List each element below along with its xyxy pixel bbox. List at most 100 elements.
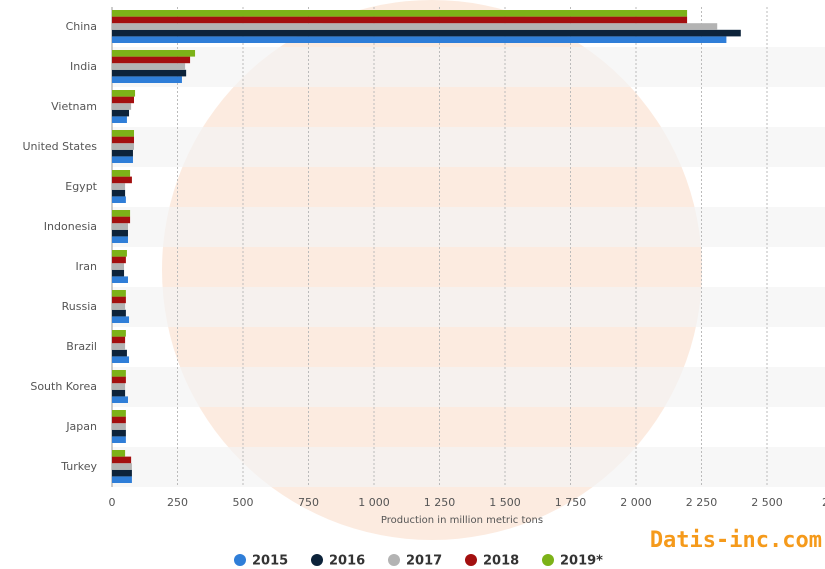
bar	[112, 103, 132, 110]
bar	[112, 263, 125, 270]
bar	[112, 309, 126, 317]
bar	[112, 456, 132, 464]
bar	[112, 236, 128, 243]
legend-marker	[465, 554, 477, 566]
bar	[112, 469, 132, 477]
bar	[112, 223, 128, 230]
x-tick-label: 2 500	[751, 496, 783, 509]
bar	[112, 450, 126, 457]
bar	[112, 176, 132, 184]
x-tick-label: 1 000	[358, 496, 390, 509]
bar	[112, 36, 727, 43]
x-tick-label: 0	[109, 496, 116, 509]
bar	[112, 50, 196, 57]
x-tick-label: 1 500	[489, 496, 521, 509]
bar	[112, 216, 131, 224]
bar	[112, 76, 182, 83]
bar	[112, 63, 186, 70]
bar	[112, 29, 741, 37]
row-band	[112, 47, 825, 87]
bar	[112, 256, 126, 264]
bar	[112, 389, 126, 397]
bar	[112, 376, 126, 384]
y-tick-label: Russia	[62, 300, 97, 313]
row-band	[112, 127, 825, 167]
x-tick-label: 250	[167, 496, 188, 509]
bar	[112, 23, 718, 30]
legend-label: 2019*	[560, 554, 603, 569]
bar	[112, 210, 131, 217]
bar	[112, 343, 126, 350]
bar	[112, 356, 130, 363]
bar	[112, 196, 126, 203]
bar	[112, 136, 135, 144]
y-tick-label: Indonesia	[44, 220, 97, 233]
y-tick-label: United States	[23, 140, 98, 153]
bar	[112, 349, 127, 357]
bar	[112, 250, 127, 257]
bar	[112, 116, 127, 123]
x-axis-label: Production in million metric tons	[381, 515, 543, 526]
legend-marker	[311, 554, 323, 566]
legend-label: 2015	[252, 554, 288, 569]
bar	[112, 416, 126, 424]
row-band	[112, 367, 825, 407]
legend-marker	[388, 554, 400, 566]
bar	[112, 229, 128, 237]
legend-marker	[234, 554, 246, 566]
legend-label: 2016	[329, 554, 365, 569]
legend-marker	[542, 554, 554, 566]
x-tick-label: 1 250	[424, 496, 456, 509]
bar	[112, 396, 128, 403]
y-tick-label: Brazil	[66, 340, 97, 353]
bar	[112, 296, 126, 304]
bar	[112, 10, 688, 17]
bar	[112, 436, 126, 443]
bar	[112, 316, 130, 323]
bar	[112, 56, 191, 64]
bar	[112, 90, 136, 97]
row-band	[112, 207, 825, 247]
bar	[112, 463, 132, 470]
y-tick-label: Japan	[65, 420, 97, 433]
y-tick-label: China	[66, 20, 97, 33]
bar	[112, 189, 126, 197]
y-tick-label: Egypt	[65, 180, 97, 193]
bar	[112, 429, 126, 437]
bar	[112, 303, 126, 310]
y-tick-label: Turkey	[60, 460, 97, 473]
bar	[112, 370, 126, 377]
bar	[112, 290, 126, 297]
watermark: Datis-inc.com	[650, 528, 822, 553]
y-tick-label: South Korea	[30, 380, 97, 393]
row-band	[112, 447, 825, 487]
y-tick-label: Iran	[76, 260, 98, 273]
bar	[112, 276, 128, 283]
bar	[112, 423, 126, 430]
legend-label: 2017	[406, 554, 442, 569]
x-tick-label: 2 250	[686, 496, 718, 509]
bar	[112, 383, 126, 390]
bar	[112, 183, 126, 190]
bar	[112, 149, 133, 157]
bar	[112, 410, 126, 417]
bar	[112, 96, 135, 104]
x-tick-label: 1 750	[555, 496, 587, 509]
bar	[112, 170, 131, 177]
bar	[112, 269, 125, 277]
bar	[112, 476, 132, 483]
x-tick-label: 2 ...	[822, 496, 825, 509]
x-tick-label: 750	[298, 496, 319, 509]
bar	[112, 130, 135, 137]
bar	[112, 69, 187, 77]
y-tick-label: India	[70, 60, 97, 73]
bar	[112, 156, 133, 163]
bar	[112, 143, 135, 150]
y-tick-label: Vietnam	[51, 100, 97, 113]
x-tick-label: 2 000	[620, 496, 652, 509]
bar	[112, 109, 130, 117]
bar	[112, 16, 688, 24]
bar	[112, 336, 126, 344]
row-band	[112, 287, 825, 327]
